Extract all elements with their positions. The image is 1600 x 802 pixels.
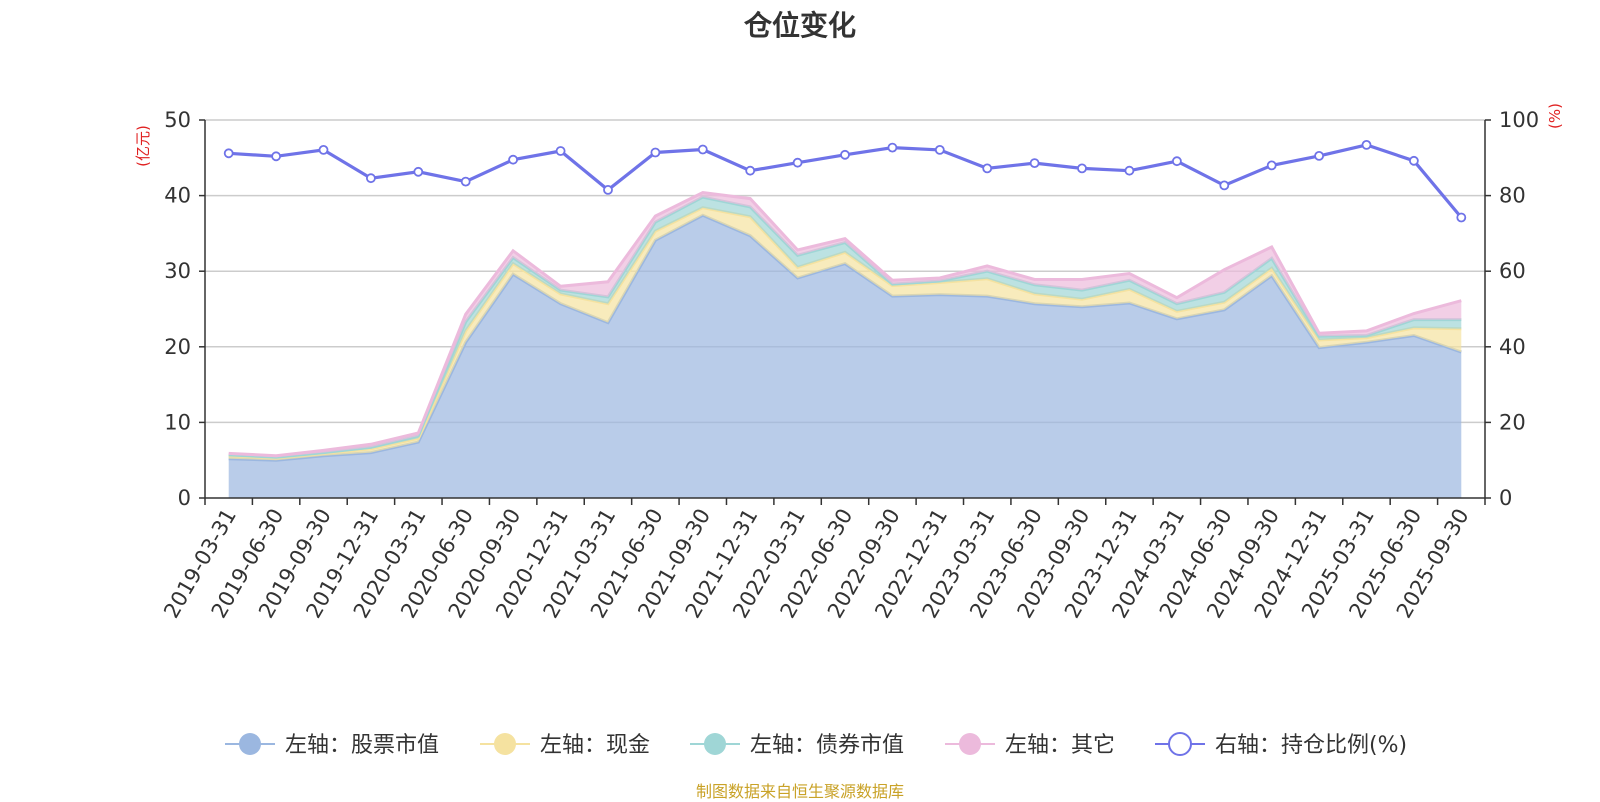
right-tick-label: 40 xyxy=(1499,335,1526,359)
line-point xyxy=(1124,165,1135,176)
x-axis: 2019-03-312019-06-302019-09-302019-12-31… xyxy=(159,498,1486,622)
area-edge-左轴：其它 xyxy=(228,191,1462,458)
line-point xyxy=(1029,158,1040,169)
line-point xyxy=(603,184,613,195)
line-point xyxy=(460,176,471,187)
right-tick-label: 100 xyxy=(1499,108,1539,132)
line-point xyxy=(1314,150,1324,161)
left-tick-label: 20 xyxy=(164,335,191,359)
left-axis-unit: (亿元) xyxy=(134,125,152,167)
left-tick-label: 30 xyxy=(164,259,191,283)
line-point xyxy=(271,151,282,162)
line-point xyxy=(934,144,945,155)
stacked-areas xyxy=(228,191,1462,499)
left-tick-label: 50 xyxy=(164,108,191,132)
line-point xyxy=(1361,139,1372,150)
left-tick-label: 10 xyxy=(164,410,191,434)
line-point xyxy=(223,148,234,159)
left-tick-label: 40 xyxy=(164,184,191,208)
line-point xyxy=(413,166,424,177)
line-point xyxy=(697,144,708,155)
line-point xyxy=(1266,160,1277,171)
line-point xyxy=(508,154,518,165)
source-note: 制图数据来自恒生聚源数据库 xyxy=(695,782,904,801)
line-point xyxy=(982,163,993,174)
line-point xyxy=(555,146,566,156)
legend-marker xyxy=(959,733,981,755)
line-point xyxy=(1219,180,1230,191)
legend-marker xyxy=(239,733,261,755)
legend-marker xyxy=(1168,732,1192,756)
line-point xyxy=(1077,163,1087,174)
ratio-line xyxy=(223,139,1467,223)
area-左轴：现金 xyxy=(228,207,1462,461)
legend: 左轴：股票市值 左轴：现金 左轴：债券市值 左轴：其它 右轴：持仓比例(%) xyxy=(225,732,1407,758)
legend-label: 左轴：现金 xyxy=(540,733,650,758)
chart-title: 仓位变化 xyxy=(743,9,856,42)
line-point xyxy=(1409,155,1419,166)
line-point xyxy=(745,165,756,176)
right-tick-label: 0 xyxy=(1499,486,1512,510)
legend-marker xyxy=(704,733,726,755)
line-point xyxy=(1456,212,1467,223)
line-point xyxy=(650,147,661,158)
legend-item: 左轴：股票市值 xyxy=(225,733,439,758)
chart-svg: 0 10 20 30 40 50 0 20 40 60 80 100 (亿元) (%) 2019-03-31… xyxy=(134,103,1564,758)
line-point xyxy=(792,157,803,168)
legend-label: 右轴：持仓比例(%) xyxy=(1215,733,1407,758)
right-axis-unit: (%) xyxy=(1546,103,1564,129)
legend-item: 左轴：债券市值 xyxy=(690,733,904,758)
legend-marker xyxy=(494,733,516,755)
legend-item: 右轴：持仓比例(%) xyxy=(1155,732,1407,758)
line-point xyxy=(887,142,898,153)
right-tick-label: 80 xyxy=(1499,184,1526,208)
line-point xyxy=(365,173,376,184)
right-tick-label: 60 xyxy=(1499,259,1526,283)
area-左轴：债券市值 xyxy=(228,197,1462,458)
line-point xyxy=(840,149,850,160)
left-tick-label: 0 xyxy=(178,486,191,510)
legend-item: 左轴：现金 xyxy=(480,733,650,758)
legend-label: 左轴：债券市值 xyxy=(750,733,904,758)
legend-label: 左轴：其它 xyxy=(1005,733,1115,758)
legend-label: 左轴：股票市值 xyxy=(285,733,439,758)
legend-item: 左轴：其它 xyxy=(945,733,1115,758)
area-左轴：股票市值 xyxy=(228,215,1462,499)
line-point xyxy=(318,144,329,155)
right-tick-label: 20 xyxy=(1499,410,1526,434)
line-point xyxy=(1172,156,1182,167)
